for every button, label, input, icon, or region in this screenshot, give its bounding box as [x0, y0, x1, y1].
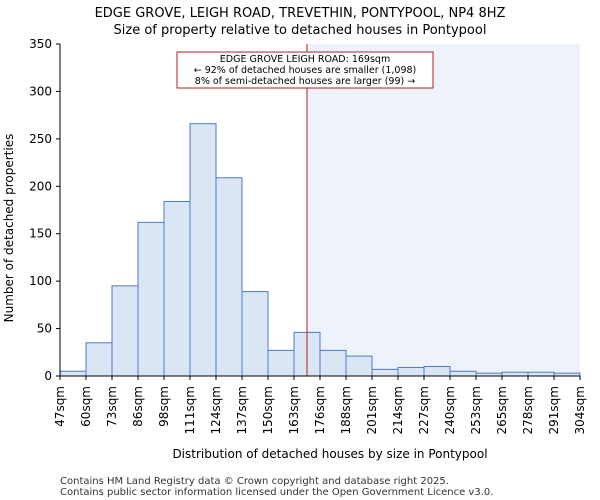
- x-tick-label: 73sqm: [105, 386, 119, 427]
- histogram-bar: [85, 342, 113, 377]
- annotation-border: [176, 51, 434, 89]
- x-tick-label: 98sqm: [157, 386, 171, 427]
- x-tick-label: 304sqm: [573, 386, 587, 434]
- x-tick-label: 227sqm: [417, 386, 431, 434]
- histogram-bar: [397, 366, 425, 377]
- histogram-bar: [449, 370, 477, 377]
- y-tick-label: 0: [44, 369, 52, 383]
- x-tick-label: 265sqm: [495, 386, 509, 434]
- y-tick-label: 250: [29, 132, 52, 146]
- histogram-bar: [241, 291, 269, 377]
- x-tick-label: 60sqm: [79, 386, 93, 427]
- annotation-line-3: 8% of semi-detached houses are larger (9…: [195, 76, 415, 87]
- histogram-bar: [189, 123, 217, 377]
- x-tick-label: 214sqm: [391, 386, 405, 434]
- histogram-bar: [345, 355, 373, 377]
- y-tick-label: 50: [37, 322, 52, 336]
- y-tick-label: 350: [29, 37, 52, 51]
- y-tick-label: 300: [29, 84, 52, 98]
- chart-title: EDGE GROVE, LEIGH ROAD, TREVETHIN, PONTY…: [95, 6, 506, 21]
- y-tick-label: 200: [29, 179, 52, 193]
- histogram-bar: [163, 200, 191, 377]
- histogram-bar: [423, 366, 451, 377]
- x-tick-label: 86sqm: [131, 386, 145, 427]
- histogram-bar: [215, 177, 243, 377]
- x-tick-label: 111sqm: [183, 386, 197, 434]
- x-tick-label: 124sqm: [209, 386, 223, 434]
- x-tick-label: 47sqm: [53, 386, 67, 427]
- x-tick-label: 150sqm: [261, 386, 275, 434]
- annotation-line-1: EDGE GROVE LEIGH ROAD: 169sqm: [220, 54, 390, 65]
- x-tick-label: 240sqm: [443, 386, 457, 434]
- x-tick-label: 253sqm: [469, 386, 483, 434]
- histogram-bar: [527, 371, 555, 377]
- histogram-bar: [319, 349, 347, 377]
- y-tick-label: 150: [29, 227, 52, 241]
- y-axis-label: Number of detached properties: [2, 134, 16, 323]
- histogram-bar: [59, 370, 87, 377]
- histogram-bar: [267, 349, 295, 377]
- histogram-bar: [137, 221, 165, 377]
- x-axis-label: Distribution of detached houses by size …: [172, 447, 487, 461]
- x-tick-label: 163sqm: [287, 386, 301, 434]
- histogram-bar: [111, 285, 139, 377]
- histogram-bar: [371, 368, 399, 377]
- x-tick-label: 291sqm: [547, 386, 561, 434]
- x-tick-label: 188sqm: [339, 386, 353, 434]
- x-tick-label: 278sqm: [521, 386, 535, 434]
- footer-line-1: Contains HM Land Registry data © Crown c…: [60, 476, 449, 487]
- footer-line-2: Contains public sector information licen…: [60, 487, 493, 498]
- x-tick-label: 201sqm: [365, 386, 379, 434]
- x-tick-label: 137sqm: [235, 386, 249, 434]
- y-tick-label: 100: [29, 274, 52, 288]
- histogram-bar: [501, 371, 529, 377]
- x-tick-label: 176sqm: [313, 386, 327, 434]
- annotation-line-2: ← 92% of detached houses are smaller (1,…: [194, 65, 417, 76]
- annotation-box: EDGE GROVE LEIGH ROAD: 169sqm ← 92% of d…: [176, 51, 434, 89]
- chart-subtitle: Size of property relative to detached ho…: [114, 23, 487, 38]
- larger-region-highlight: [307, 44, 580, 376]
